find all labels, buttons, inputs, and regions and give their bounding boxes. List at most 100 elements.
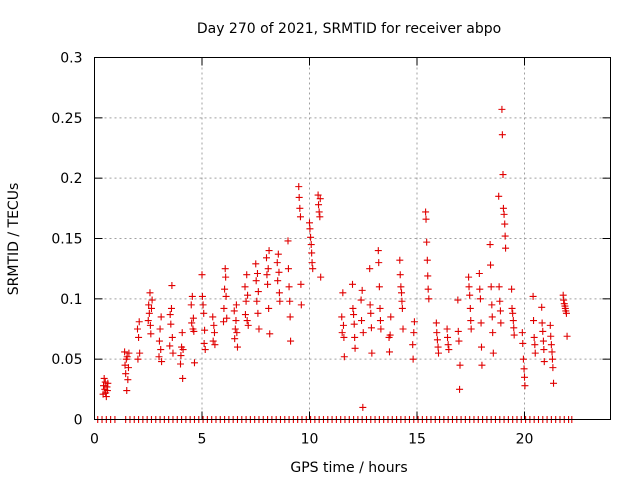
- data-point: [496, 307, 504, 315]
- data-point: [499, 204, 507, 212]
- data-point: [501, 232, 509, 240]
- data-point: [423, 256, 431, 264]
- data-point: [502, 244, 510, 252]
- x-axis-label: GPS time / hours: [290, 460, 407, 476]
- data-point: [510, 331, 518, 339]
- data-point: [375, 259, 383, 267]
- data-point: [134, 355, 142, 363]
- data-point: [296, 213, 304, 221]
- data-point: [307, 233, 315, 241]
- data-point: [315, 208, 323, 216]
- data-point: [243, 271, 251, 279]
- data-point: [478, 343, 485, 351]
- data-point: [233, 329, 241, 337]
- data-point: [308, 249, 316, 257]
- data-point: [156, 325, 164, 333]
- data-point: [409, 355, 417, 363]
- data-point: [368, 349, 376, 357]
- data-point: [147, 330, 155, 338]
- data-point: [210, 329, 218, 337]
- data-point: [498, 105, 506, 113]
- data-point: [367, 324, 375, 332]
- data-point: [359, 329, 367, 337]
- data-point: [521, 373, 528, 381]
- data-point: [306, 225, 314, 233]
- data-point: [253, 297, 261, 305]
- data-point: [223, 314, 231, 322]
- data-point: [198, 271, 206, 279]
- data-point: [495, 192, 503, 200]
- data-point: [501, 220, 509, 228]
- data-point: [145, 309, 153, 317]
- data-point: [445, 346, 453, 354]
- data-point: [307, 241, 315, 249]
- data-point: [424, 285, 432, 293]
- axis-ticks: 0 0.05 0.1 0.15 0.2 0.25 0.3 0 5 10 15 20: [51, 51, 611, 448]
- data-point: [433, 329, 441, 337]
- data-point: [410, 318, 418, 326]
- data-point: [121, 348, 129, 356]
- data-point: [201, 326, 209, 334]
- data-point: [540, 358, 548, 366]
- data-point: [508, 285, 516, 293]
- data-point: [179, 374, 187, 382]
- data-point: [539, 327, 547, 335]
- data-point: [548, 355, 556, 363]
- data-point: [317, 273, 325, 281]
- data-point: [168, 282, 176, 290]
- data-point: [252, 277, 260, 285]
- y-axis-label: SRMTID / TECUs: [6, 183, 22, 296]
- data-point: [265, 247, 273, 255]
- data-point: [467, 325, 475, 333]
- data-point: [350, 320, 358, 328]
- data-point: [349, 304, 357, 312]
- data-point: [241, 311, 249, 319]
- data-point: [476, 295, 484, 303]
- data-point: [519, 339, 527, 347]
- data-point: [443, 325, 451, 333]
- data-point: [167, 320, 175, 328]
- data-point: [454, 327, 462, 335]
- data-point: [284, 237, 292, 245]
- y-tick-label: 0.15: [51, 232, 82, 248]
- data-point: [376, 304, 384, 312]
- data-point: [316, 213, 324, 221]
- data-point: [538, 303, 546, 311]
- data-point: [376, 317, 384, 325]
- data-point: [489, 349, 497, 357]
- data-point: [264, 265, 272, 273]
- data-point: [273, 259, 281, 267]
- data-point: [187, 301, 195, 309]
- y-tick-label: 0.3: [60, 51, 82, 67]
- data-point: [169, 349, 177, 357]
- data-point: [338, 313, 346, 321]
- data-point: [102, 393, 110, 401]
- data-point: [455, 337, 463, 345]
- data-point: [338, 329, 346, 337]
- data-point: [136, 349, 144, 357]
- data-point: [488, 313, 496, 321]
- data-point: [497, 319, 505, 327]
- data-point: [167, 304, 175, 312]
- data-point: [518, 329, 526, 337]
- data-point: [530, 333, 538, 341]
- data-point: [422, 208, 430, 216]
- data-point: [200, 339, 208, 347]
- data-point: [135, 333, 143, 341]
- data-point: [366, 301, 374, 309]
- data-point: [340, 353, 348, 361]
- data-point: [286, 297, 294, 305]
- data-point: [220, 318, 227, 326]
- x-tick-label: 5: [198, 432, 207, 448]
- data-point: [103, 387, 111, 395]
- data-point: [263, 254, 270, 262]
- data-point: [233, 343, 241, 351]
- data-point: [529, 292, 537, 300]
- data-point: [498, 131, 506, 139]
- data-point: [509, 309, 517, 317]
- data-point: [188, 319, 196, 327]
- data-point: [398, 289, 406, 297]
- data-point: [178, 329, 186, 337]
- data-point: [232, 301, 240, 309]
- data-point: [287, 337, 295, 345]
